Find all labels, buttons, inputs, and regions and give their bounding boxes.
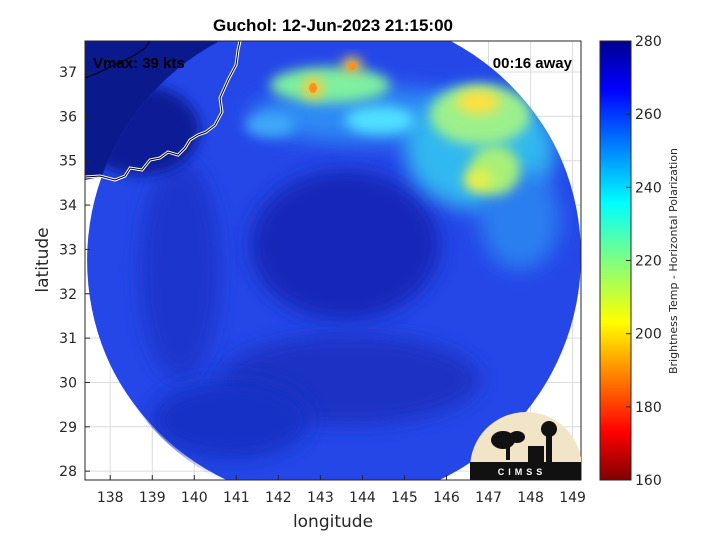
colorbar-tick-label: 200 bbox=[635, 327, 662, 343]
logo-dish-stand bbox=[506, 442, 510, 460]
vmax-annotation: Vmax: 39 kts bbox=[93, 55, 185, 72]
x-tick-label: 140 bbox=[181, 490, 208, 506]
logo-tower-top bbox=[541, 421, 557, 437]
x-tick-label: 146 bbox=[433, 490, 460, 506]
yellow-spot-ne bbox=[456, 90, 500, 114]
orange-spot-n1 bbox=[309, 83, 317, 93]
logo-building bbox=[528, 446, 544, 462]
y-tick-label: 36 bbox=[59, 109, 77, 125]
y-tick-label: 30 bbox=[59, 375, 77, 391]
y-tick-label: 33 bbox=[59, 242, 77, 258]
dark-band-sw bbox=[150, 380, 310, 460]
x-tick-label: 141 bbox=[223, 490, 250, 506]
colorbar-tick-label: 160 bbox=[635, 473, 662, 489]
time-away-annotation: 00:16 away bbox=[493, 55, 573, 72]
x-axis-label: longitude bbox=[293, 512, 373, 532]
x-tick-label: 145 bbox=[391, 490, 418, 506]
green-band-ne bbox=[430, 85, 530, 145]
colorbar-ticks: 160 180 200 220 240 260 280 bbox=[626, 34, 662, 489]
colorbar-tick-label: 280 bbox=[635, 34, 662, 50]
cimss-logo: CIMSS bbox=[470, 412, 581, 480]
x-tick-label: 144 bbox=[349, 490, 376, 506]
heatmap bbox=[85, 41, 581, 480]
y-tick-label: 35 bbox=[59, 154, 77, 170]
dark-core bbox=[250, 170, 440, 320]
y-tick-label: 34 bbox=[59, 198, 77, 214]
x-tick-label: 139 bbox=[139, 490, 166, 506]
y-tick-label: 37 bbox=[59, 65, 77, 81]
colorbar-tick-label: 220 bbox=[635, 254, 662, 270]
y-axis-label: latitude bbox=[33, 227, 53, 292]
cyan-spot-2 bbox=[245, 113, 295, 137]
logo-banner bbox=[470, 462, 581, 480]
y-tick-labels: 28 29 30 31 32 33 34 35 36 37 bbox=[59, 65, 90, 480]
chart-title: Guchol: 12-Jun-2023 21:15:00 bbox=[213, 16, 453, 35]
x-tick-label: 149 bbox=[559, 490, 586, 506]
dark-band-w bbox=[140, 160, 220, 380]
logo-dish-2 bbox=[509, 431, 525, 443]
colorbar-tick-label: 260 bbox=[635, 107, 662, 123]
axes-frame bbox=[84, 40, 582, 481]
colorbar bbox=[599, 40, 632, 481]
colorbar-tick-label: 240 bbox=[635, 180, 662, 196]
x-tick-label: 142 bbox=[265, 490, 292, 506]
x-tick-labels: 138 139 140 141 142 143 144 145 146 147 148 149 bbox=[97, 475, 586, 506]
cyan-band-e bbox=[480, 170, 560, 270]
x-tick-label: 147 bbox=[475, 490, 502, 506]
cyan-spot-1 bbox=[345, 106, 415, 134]
logo-tower bbox=[546, 436, 552, 462]
coastline-nw-corner bbox=[85, 41, 151, 79]
logo-text: CIMSS bbox=[498, 467, 547, 477]
y-tick-label: 28 bbox=[59, 464, 77, 480]
y-tick-label: 32 bbox=[59, 287, 77, 303]
green-band-n bbox=[270, 67, 390, 103]
x-tick-label: 143 bbox=[307, 490, 334, 506]
y-tick-label: 29 bbox=[59, 420, 77, 436]
y-tick-label: 31 bbox=[59, 331, 77, 347]
orange-spot-n2 bbox=[348, 62, 356, 70]
colorbar-tick-label: 180 bbox=[635, 400, 662, 416]
yellow-band-e bbox=[464, 168, 492, 192]
coastline-inner bbox=[85, 41, 241, 181]
x-tick-label: 148 bbox=[517, 490, 544, 506]
colorbar-label: Brightness Temp - Horizontal Polarizatio… bbox=[667, 148, 680, 374]
x-tick-label: 138 bbox=[97, 490, 124, 506]
